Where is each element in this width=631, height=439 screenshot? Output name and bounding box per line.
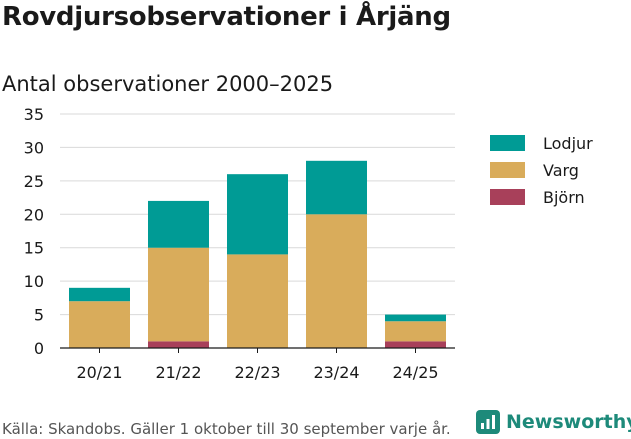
chart-title: Rovdjursobservationer i Årjäng [2,2,451,32]
bar-lodjur [69,287,130,302]
y-tick-label: 0 [34,339,44,358]
y-tick-label: 10 [24,272,44,291]
x-tick-label: 23/24 [313,363,359,382]
legend-item: Björn [490,187,585,207]
y-tick-label: 30 [24,138,44,157]
x-tick-label: 22/23 [234,363,280,382]
y-tick-label: 15 [24,239,44,258]
legend-swatch [490,189,525,205]
legend-label: Lodjur [543,133,593,153]
chart-subtitle: Antal observationer 2000–2025 [2,72,334,96]
brand-logo: Newsworthy [476,407,631,437]
x-tick-label: 21/22 [155,363,201,382]
bar-lodjur [306,160,367,215]
bar-varg [148,247,209,342]
legend-swatch [490,162,525,178]
y-tick-label: 25 [24,172,44,191]
y-tick-label: 20 [24,205,44,224]
x-tick-label: 20/21 [76,363,122,382]
bar-lodjur [148,200,209,248]
x-tick-label: 24/25 [392,363,438,382]
y-tick-label: 35 [24,105,44,124]
legend-swatch [490,135,525,151]
legend-item: Varg [490,160,579,180]
bar-bj-rn [148,341,209,348]
bar-varg [385,321,446,342]
bar-bj-rn [385,341,446,348]
newsworthy-logo-icon [476,410,500,434]
legend-label: Varg [543,160,579,180]
stacked-bar-chart: 0 5 10 15 20 25 30 35 20/21 21/22 22/23 23/24 24/25 [24,105,455,382]
legend-item: Lodjur [490,133,593,153]
bar-lodjur [385,314,446,322]
legend-label: Björn [543,187,585,207]
brand-name: Newsworthy [506,411,631,433]
y-tick-label: 5 [34,306,44,325]
bar-varg [69,301,130,348]
source-note: Källa: Skandobs. Gäller 1 oktober till 3… [2,420,451,438]
bar-varg [227,254,288,348]
bar-varg [306,214,367,348]
bar-lodjur [227,174,288,255]
